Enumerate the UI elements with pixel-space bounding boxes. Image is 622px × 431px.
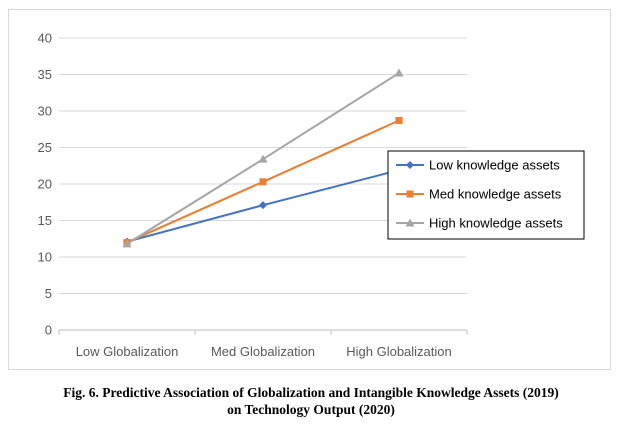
axes bbox=[58, 329, 468, 335]
series-2 bbox=[123, 116, 403, 246]
figure-caption: Fig. 6. Predictive Association of Global… bbox=[0, 384, 622, 418]
data-point bbox=[259, 178, 267, 186]
gridlines bbox=[59, 37, 467, 294]
legend-label: High knowledge assets bbox=[429, 216, 563, 231]
x-tick-label: High Globalization bbox=[346, 344, 452, 359]
data-point bbox=[122, 239, 132, 248]
x-tick-label: Med Globalization bbox=[211, 344, 315, 359]
caption-line-1: Fig. 6. Predictive Association of Global… bbox=[63, 385, 559, 400]
y-tick-label: 5 bbox=[45, 286, 52, 301]
data-point bbox=[394, 68, 404, 77]
y-tick-label: 20 bbox=[38, 177, 52, 192]
y-tick-label: 10 bbox=[38, 250, 52, 265]
legend-entry: Low knowledge assets bbox=[396, 158, 560, 173]
legend-swatch-marker bbox=[406, 190, 414, 198]
series-1 bbox=[123, 166, 403, 246]
legend-entry: Med knowledge assets bbox=[396, 187, 562, 202]
line-chart: 0 5 10 15 20 25 30 35 40 Low Globalization Med Gl… bbox=[38, 31, 585, 359]
legend-entry: High knowledge assets bbox=[396, 216, 563, 231]
y-tick-label: 25 bbox=[38, 140, 52, 155]
caption-line-2: on Technology Output (2020) bbox=[227, 402, 395, 417]
legend-label: Med knowledge assets bbox=[429, 187, 562, 202]
y-tick-label: 40 bbox=[38, 31, 52, 46]
y-tick-label: 30 bbox=[38, 104, 52, 119]
legend-label: Low knowledge assets bbox=[429, 158, 560, 173]
x-tick-labels: Low Globalization Med Globalization High G… bbox=[76, 344, 452, 359]
legend-swatch-marker bbox=[405, 218, 415, 227]
y-tick-label: 15 bbox=[38, 213, 52, 228]
y-tick-label: 35 bbox=[38, 67, 52, 82]
data-point bbox=[259, 201, 267, 210]
series-3 bbox=[122, 68, 404, 248]
x-tick-label: Low Globalization bbox=[76, 344, 179, 359]
legend-swatch-marker bbox=[406, 161, 414, 169]
y-tick-labels: 0 5 10 15 20 25 30 35 40 bbox=[38, 31, 52, 338]
legend: Low knowledge assets Med knowledge assets… bbox=[387, 150, 585, 240]
data-point bbox=[395, 116, 403, 124]
data-point bbox=[258, 154, 268, 163]
chart-frame: 0 5 10 15 20 25 30 35 40 Low Globalization Med Gl… bbox=[8, 9, 611, 370]
y-tick-label: 0 bbox=[45, 323, 52, 338]
